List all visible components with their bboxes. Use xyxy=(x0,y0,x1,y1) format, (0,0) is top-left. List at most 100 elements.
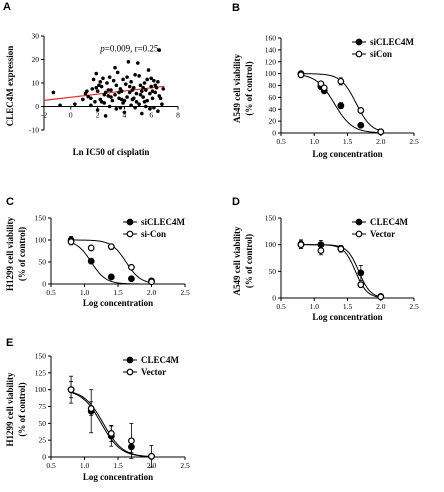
scatter-point xyxy=(94,85,99,90)
legend-label: CLEC4M xyxy=(370,217,409,227)
data-point xyxy=(357,121,365,129)
x-tick-label: 0.5 xyxy=(276,137,286,146)
scatter-point xyxy=(142,100,147,104)
legend-label: CLEC4M xyxy=(141,355,180,365)
x-tick-label: 1.0 xyxy=(310,137,320,146)
x-tick-label: 1.0 xyxy=(80,288,90,297)
legend-label: siCLEC4M xyxy=(141,217,186,227)
x-tick-label: 2.0 xyxy=(376,302,386,311)
scatter-point xyxy=(103,114,108,118)
y-tick-label: 60 xyxy=(269,93,277,102)
scatter-point xyxy=(152,78,156,83)
y-tick-label: 50 xyxy=(39,419,47,428)
legend-marker xyxy=(126,356,134,364)
scatter-point xyxy=(119,97,124,102)
y-axis-title-2: (% of control) xyxy=(244,61,254,115)
scatter-point xyxy=(107,75,112,79)
scatter-point xyxy=(138,83,143,88)
scatter-point xyxy=(94,71,99,76)
scatter-point xyxy=(110,98,115,103)
data-point xyxy=(148,452,155,460)
scatter-point xyxy=(144,88,148,92)
data-point xyxy=(87,405,95,412)
scatter-point xyxy=(134,100,139,104)
y-axis-title-2: (% of control) xyxy=(17,382,27,436)
scatter-point xyxy=(117,96,121,101)
y-axis-title: CLEC4M expression xyxy=(5,46,15,127)
y-axis-title: A549 cell viability xyxy=(232,54,242,123)
scatter-point xyxy=(161,87,166,91)
scatter-point xyxy=(107,104,112,109)
y-axis-title-2: (% of control) xyxy=(244,234,254,288)
fit-curve-1 xyxy=(70,242,152,285)
scatter-point xyxy=(89,96,93,101)
legend-marker xyxy=(355,38,363,46)
x-tick-label: -2 xyxy=(41,111,47,120)
data-point xyxy=(127,437,135,445)
panel-letter: A xyxy=(3,1,11,13)
scatter-point xyxy=(113,65,117,70)
fit-curve-1 xyxy=(300,74,381,134)
y-tick-label: 0 xyxy=(42,280,46,289)
scatter-point xyxy=(99,84,104,89)
y-tick-label: 30 xyxy=(32,32,40,41)
scatter-point xyxy=(114,83,119,88)
scatter-point xyxy=(133,72,137,77)
x-tick-label: 6 xyxy=(149,111,153,120)
scatter-point xyxy=(146,68,151,72)
x-tick-label: 0.5 xyxy=(46,288,56,297)
legend-label: siCLEC4M xyxy=(370,37,415,47)
y-axis-title-2: (% of control) xyxy=(17,227,27,281)
scatter-point xyxy=(156,80,160,84)
scatter-point xyxy=(111,78,116,83)
scatter-point xyxy=(127,84,132,89)
data-point xyxy=(357,107,365,114)
data-point xyxy=(357,281,365,289)
data-point xyxy=(87,244,95,252)
panel-letter: D xyxy=(232,196,240,208)
x-tick-label: 1.5 xyxy=(343,137,353,146)
scatter-point xyxy=(51,90,56,95)
scatter-point xyxy=(130,88,135,92)
legend-marker xyxy=(355,50,363,58)
scatter-point xyxy=(102,92,107,97)
scatter-point xyxy=(58,103,62,108)
scatter-point xyxy=(85,89,89,94)
panel-c: C 0 50 100 150 0.5 1.0 1.5 2.0 2.5 Log concentrati… xyxy=(5,196,190,308)
data-point xyxy=(337,245,345,253)
legend-marker xyxy=(355,218,363,226)
legend-marker xyxy=(355,230,363,238)
x-tick-label: 2.5 xyxy=(180,288,190,297)
y-tick-label: 20 xyxy=(32,55,40,64)
scatter-point xyxy=(149,84,153,89)
y-tick-label: 150 xyxy=(265,214,277,223)
scatter-point xyxy=(140,89,144,94)
scatter-point xyxy=(137,74,141,78)
data-point xyxy=(320,84,328,92)
scatter-point xyxy=(160,102,164,106)
scatter-point xyxy=(137,102,141,106)
scatter-point xyxy=(129,103,133,108)
scatter-point xyxy=(157,48,162,52)
data-point xyxy=(317,247,325,254)
scatter-point xyxy=(131,96,136,101)
x-tick-label: 8 xyxy=(176,111,180,120)
x-tick-label: 1.0 xyxy=(310,302,320,311)
p-r-values: =0.009, r=0.25 xyxy=(105,43,159,53)
scatter-point xyxy=(121,101,125,105)
data-point xyxy=(337,102,345,110)
scatter-point xyxy=(102,101,107,105)
scatter-point xyxy=(81,97,85,102)
x-tick-label: 2.5 xyxy=(409,137,419,146)
scatter-point xyxy=(95,108,100,112)
scatter-point xyxy=(119,89,124,94)
x-tick-label: 1.5 xyxy=(113,288,123,297)
scatter-point xyxy=(125,95,129,99)
scatter-point xyxy=(90,87,95,91)
scatter-point xyxy=(122,110,127,115)
x-tick-label: 0 xyxy=(69,111,73,120)
y-tick-label: 125 xyxy=(35,368,47,377)
data-point xyxy=(297,241,305,249)
